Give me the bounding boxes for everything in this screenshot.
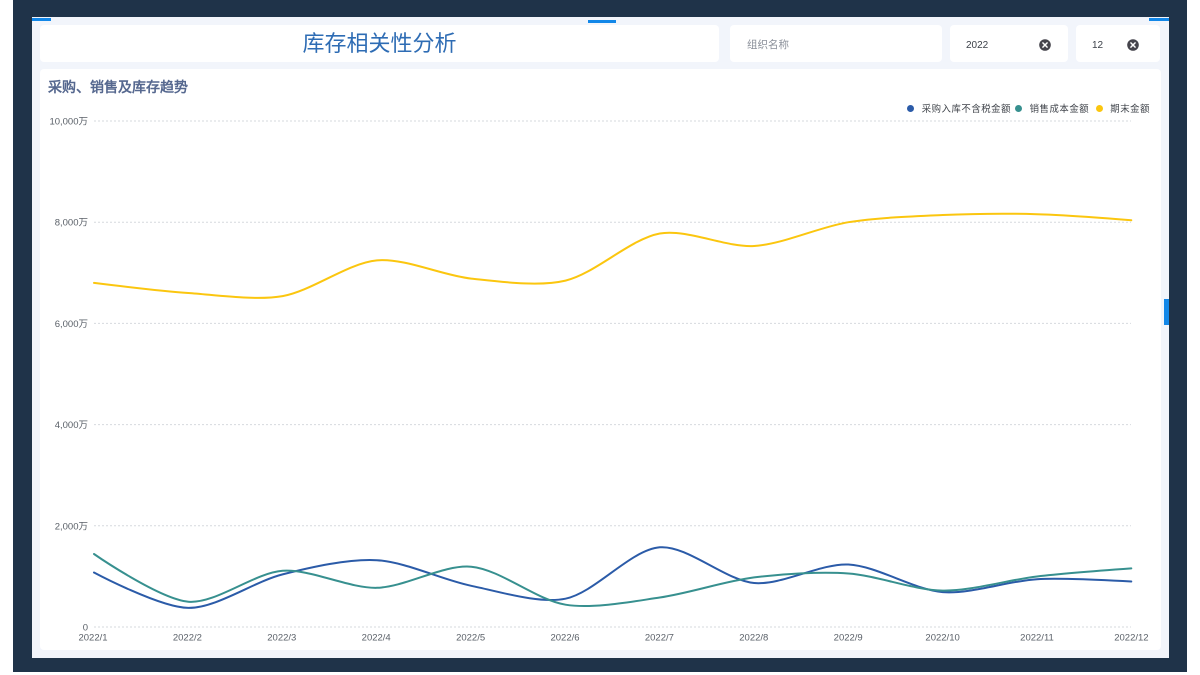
- svg-text:2022/9: 2022/9: [834, 633, 863, 644]
- svg-text:2022/7: 2022/7: [645, 633, 674, 644]
- svg-text:2022/6: 2022/6: [550, 633, 579, 644]
- svg-text:2,000万: 2,000万: [55, 521, 88, 532]
- svg-text:6,000万: 6,000万: [55, 319, 88, 330]
- svg-text:2022/11: 2022/11: [1020, 633, 1054, 644]
- svg-text:0: 0: [83, 623, 88, 634]
- svg-text:2022/12: 2022/12: [1114, 633, 1148, 644]
- svg-text:2022/4: 2022/4: [362, 633, 391, 644]
- svg-text:2022/5: 2022/5: [456, 633, 485, 644]
- svg-text:2022/8: 2022/8: [739, 633, 768, 644]
- svg-text:10,000万: 10,000万: [49, 117, 88, 128]
- svg-text:2022/3: 2022/3: [267, 633, 296, 644]
- svg-text:2022/2: 2022/2: [173, 633, 202, 644]
- svg-text:8,000万: 8,000万: [55, 218, 88, 229]
- svg-text:2022/1: 2022/1: [78, 633, 107, 644]
- svg-text:2022/10: 2022/10: [925, 633, 959, 644]
- svg-text:4,000万: 4,000万: [55, 420, 88, 431]
